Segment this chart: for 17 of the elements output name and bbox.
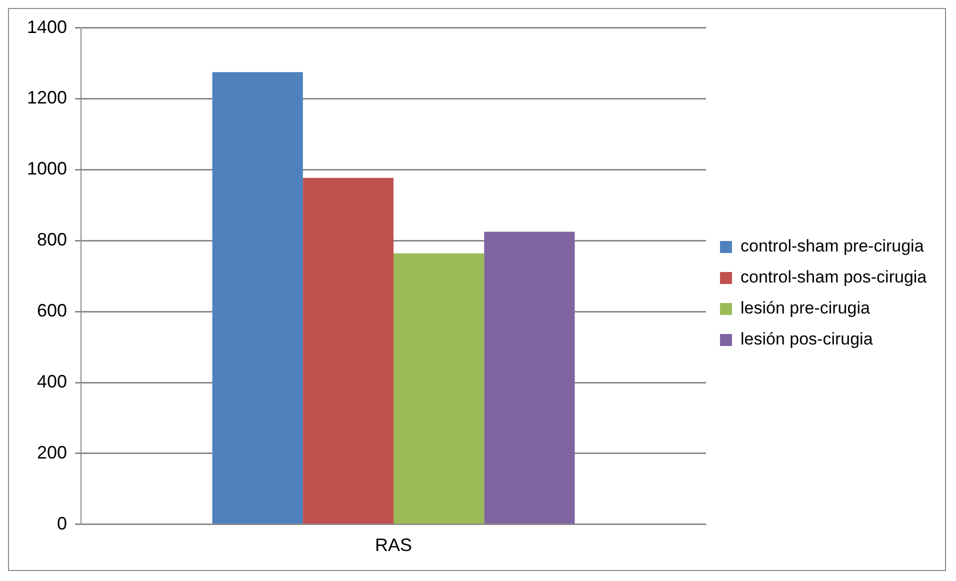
y-tick-label: 400 bbox=[36, 371, 68, 392]
y-tick-label: 600 bbox=[36, 300, 68, 321]
legend-label: lesión pre-cirugia bbox=[740, 298, 870, 318]
x-tick-label: RAS bbox=[375, 535, 412, 556]
bar bbox=[394, 253, 484, 524]
bar bbox=[484, 232, 575, 524]
bar bbox=[302, 178, 394, 524]
y-tick-label: 800 bbox=[36, 230, 68, 250]
y-tick-label: 0 bbox=[57, 513, 68, 534]
y-tick-label: 1400 bbox=[26, 16, 68, 37]
legend-label: lesión pos-cirugia bbox=[740, 330, 874, 349]
legend-label: control-sham pre-cirugia bbox=[740, 236, 924, 256]
y-tick-label: 1200 bbox=[26, 88, 68, 108]
bar bbox=[212, 72, 303, 524]
y-tick-label: 200 bbox=[36, 442, 68, 462]
y-tick-label: 1000 bbox=[26, 158, 68, 179]
legend-label: control-sham pos-cirugia bbox=[740, 268, 928, 287]
